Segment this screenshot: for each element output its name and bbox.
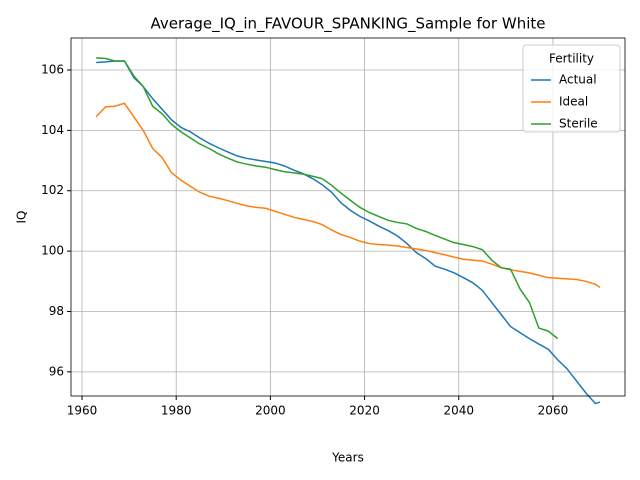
legend-label: Actual xyxy=(559,73,597,87)
y-tick-label: 98 xyxy=(49,304,64,318)
legend-title: Fertility xyxy=(549,52,594,66)
y-tick-label: 106 xyxy=(41,62,64,76)
line-series xyxy=(95,102,601,288)
x-tick-label: 1980 xyxy=(161,404,192,418)
legend-label: Sterile xyxy=(559,117,598,131)
y-axis-label: IQ xyxy=(15,211,29,224)
x-tick-label: 1960 xyxy=(67,404,98,418)
x-tick-label: 2000 xyxy=(255,404,286,418)
x-tick-label: 2020 xyxy=(349,404,380,418)
legend-frame xyxy=(522,44,621,133)
x-tick-label: 2040 xyxy=(443,404,474,418)
line-series xyxy=(96,57,559,340)
y-tick-label: 96 xyxy=(49,364,64,378)
plot-frame xyxy=(70,37,626,397)
legend: Fertility Actual Ideal Sterile xyxy=(522,44,621,133)
x-axis-label: Years xyxy=(331,451,364,465)
legend-label: Ideal xyxy=(559,95,588,109)
y-tick-label: 102 xyxy=(41,183,64,197)
chart-title: Average_IQ_in_FAVOUR_SPANKING_Sample for… xyxy=(151,15,546,34)
y-tick-label: 100 xyxy=(41,244,64,258)
line-series xyxy=(96,60,601,405)
y-tick-label: 104 xyxy=(41,123,64,137)
x-tick-label: 2060 xyxy=(538,404,569,418)
